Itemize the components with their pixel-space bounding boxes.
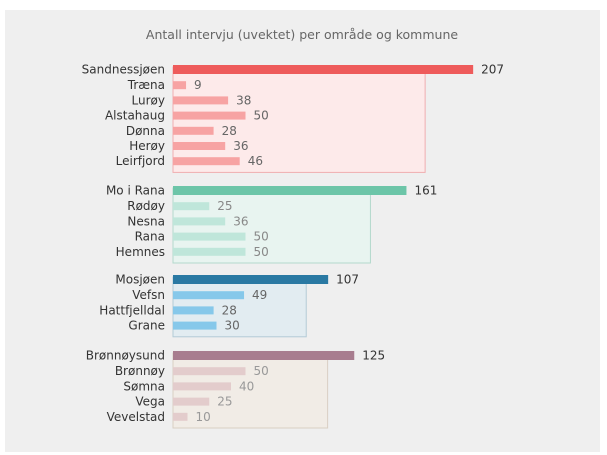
municipality-label: Herøy: [129, 139, 165, 153]
municipality-bar: [173, 247, 246, 256]
municipality-label: Vega: [135, 395, 165, 409]
municipality-value: 28: [222, 124, 237, 138]
municipality-bar: [173, 96, 229, 105]
municipality-label: Alstahaug: [105, 109, 165, 123]
municipality-value: 49: [252, 288, 267, 302]
municipality-value: 46: [248, 154, 263, 168]
municipality-label: Vefsn: [132, 288, 165, 302]
municipality-value: 40: [239, 379, 254, 393]
municipality-value: 25: [217, 199, 232, 213]
municipality-bar: [173, 397, 210, 406]
municipality-value: 36: [233, 139, 248, 153]
region-value: 107: [336, 273, 359, 287]
municipality-label: Sømna: [123, 379, 165, 393]
municipality-label: Dønna: [126, 124, 165, 138]
municipality-value: 50: [254, 245, 269, 259]
municipality-label: Leirfjord: [116, 154, 165, 168]
municipality-bar: [173, 382, 231, 391]
municipality-bar: [173, 111, 246, 120]
municipality-value: 50: [254, 109, 269, 123]
group-box: [172, 66, 426, 173]
municipality-label: Nesna: [127, 214, 165, 228]
municipality-value: 36: [233, 214, 248, 228]
region-value: 207: [481, 63, 504, 77]
municipality-label: Rødøy: [127, 199, 165, 213]
municipality-bar: [173, 142, 226, 150]
municipality-value: 10: [196, 410, 211, 424]
municipality-bar: [173, 157, 240, 166]
municipality-bar: [173, 232, 246, 241]
municipality-value: 9: [194, 78, 202, 92]
municipality-label: Hemnes: [116, 245, 165, 259]
region-bar: [173, 186, 407, 195]
municipality-value: 50: [254, 230, 269, 244]
municipality-label: Rana: [135, 230, 165, 244]
region-label: Sandnessjøen: [82, 63, 165, 77]
municipality-value: 38: [236, 93, 251, 107]
municipality-label: Lurøy: [132, 93, 165, 107]
municipality-label: Træna: [127, 78, 165, 92]
municipality-bar: [173, 126, 214, 135]
municipality-bar: [173, 81, 187, 90]
region-value: 125: [362, 349, 385, 363]
municipality-label: Brønnøy: [115, 364, 165, 378]
municipality-bar: [173, 291, 245, 300]
municipality-bar: [173, 367, 246, 376]
municipality-value: 25: [217, 395, 232, 409]
region-bar: [173, 275, 329, 284]
municipality-bar: [173, 306, 214, 315]
municipality-label: Grane: [128, 319, 165, 333]
municipality-bar: [173, 217, 226, 226]
region-bar: [173, 351, 355, 360]
chart-groups: Sandnessjøen 207 Træna 9 Lurøy 38 Alstahaug 50 D…: [82, 63, 504, 429]
municipality-label: Vevelstad: [107, 410, 165, 424]
municipality-bar: [173, 202, 210, 211]
municipality-bar: [173, 412, 188, 421]
municipality-value: 28: [222, 303, 237, 317]
region-label: Mo i Rana: [106, 184, 165, 198]
chart-title: Antall intervju (uvektet) per område og …: [146, 27, 458, 42]
municipality-value: 30: [225, 319, 240, 333]
region-bar: [173, 65, 474, 74]
chart-svg: Antall intervju (uvektet) per område og …: [82, 27, 504, 429]
municipality-bar: [173, 321, 217, 330]
region-label: Mosjøen: [115, 273, 165, 287]
region-value: 161: [414, 184, 437, 198]
region-label: Brønnøysund: [86, 349, 165, 363]
municipality-value: 50: [254, 364, 269, 378]
chart-frame: Antall intervju (uvektet) per område og …: [5, 10, 600, 452]
municipality-label: Hattfjelldal: [99, 303, 165, 317]
